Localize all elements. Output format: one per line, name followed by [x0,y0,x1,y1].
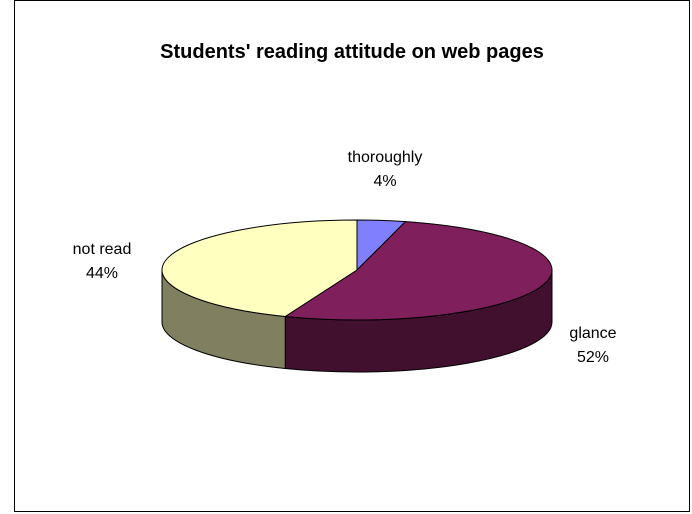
slice-not-read [161,219,358,318]
slice-label-glance: glance 52% [548,322,638,370]
slice-label-thoroughly: thoroughly 4% [330,146,440,194]
slice-name-glance: glance [569,325,617,342]
slice-name-not-read: not read [72,241,132,258]
slice-pct-not-read: 44% [85,265,119,282]
slice-glance [283,221,553,321]
chart-title: Students' reading attitude on web pages [160,41,544,63]
slice-pct-thoroughly: 4% [373,173,397,190]
slice-name-thoroughly: thoroughly [347,149,423,166]
slice-label-not-read: not read 44% [52,238,152,286]
pie-top-faces [161,219,553,321]
slice-pct-glance: 52% [576,349,610,366]
